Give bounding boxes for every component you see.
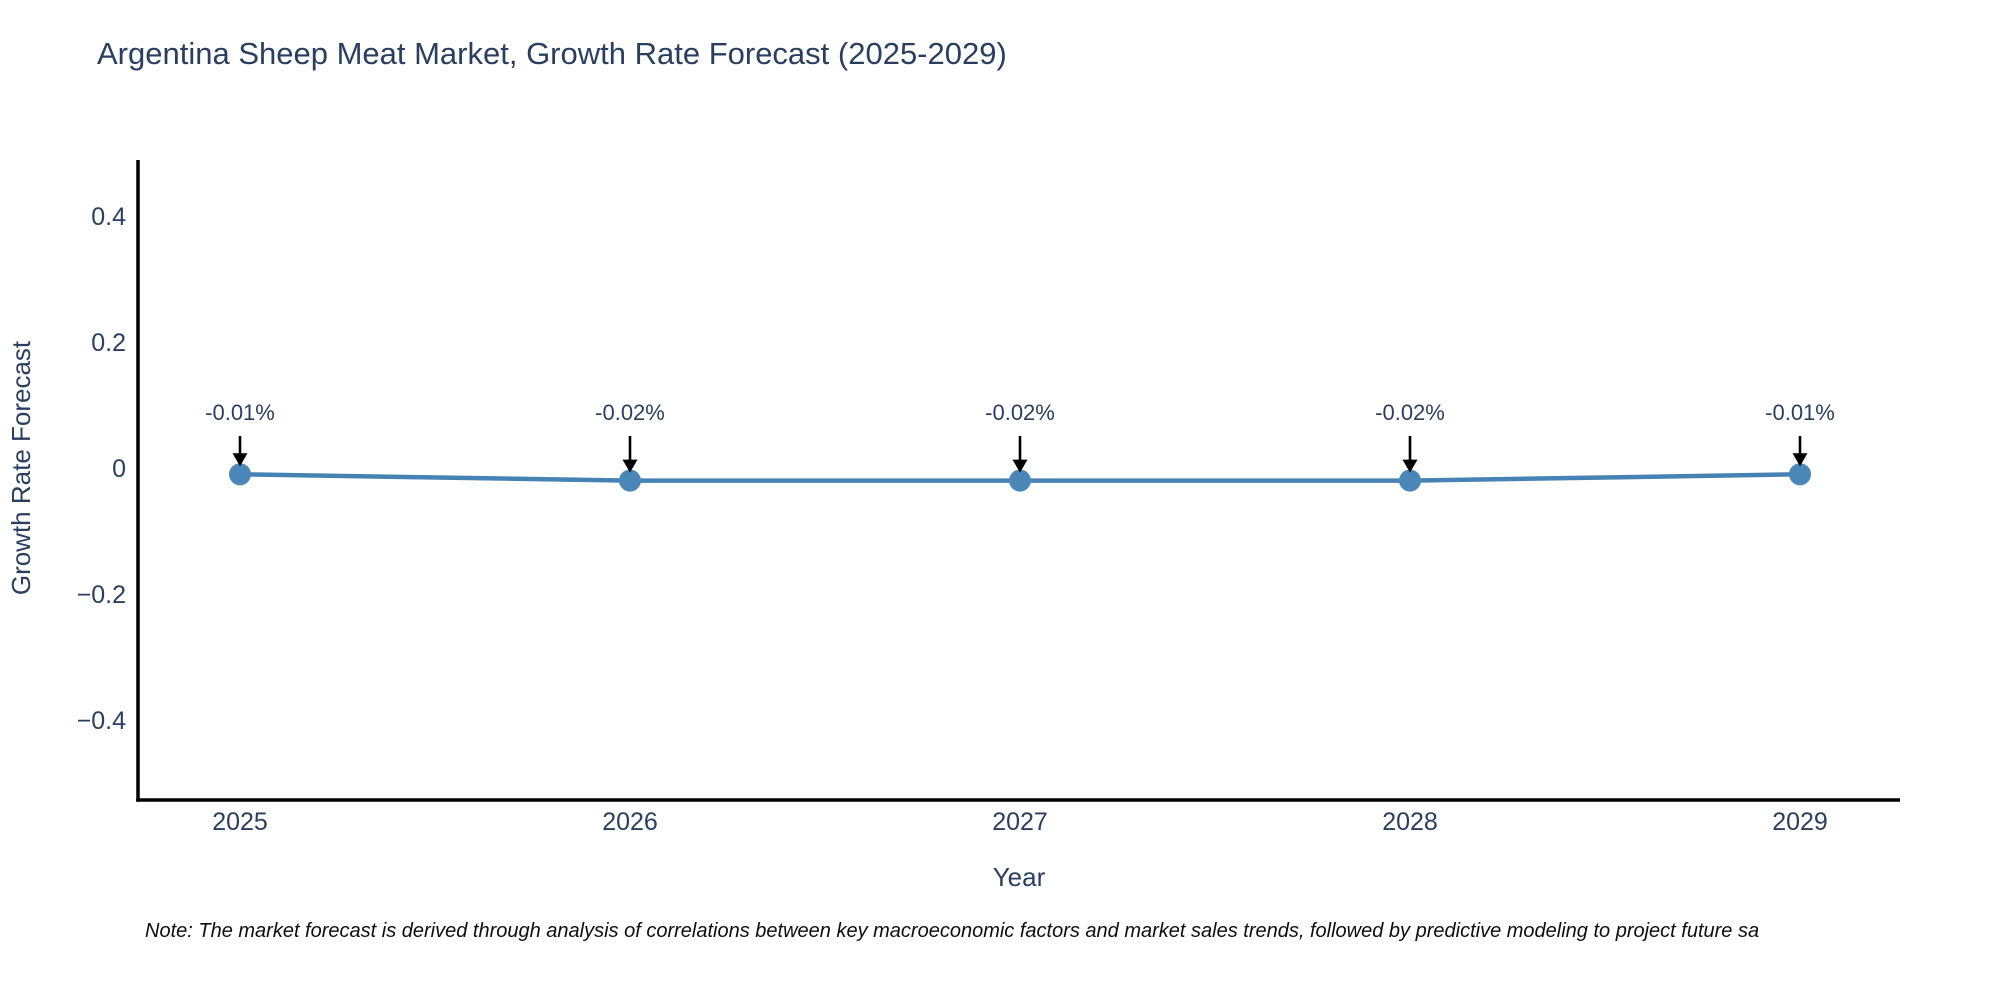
data-point-marker <box>1789 463 1811 486</box>
annotation-arrowhead <box>1012 459 1028 473</box>
y-tick-label: 0.2 <box>91 329 126 357</box>
annotation-label: -0.02% <box>1375 400 1445 425</box>
x-tick-label: 2028 <box>1382 808 1438 836</box>
annotation-arrowhead <box>622 459 638 473</box>
annotation-arrowhead <box>1792 453 1808 467</box>
annotation-arrowhead <box>1402 459 1418 473</box>
x-axis-title: Year <box>993 862 1046 892</box>
x-tick-label: 2027 <box>992 808 1048 836</box>
x-tick-label: 2025 <box>212 808 268 836</box>
annotation-label: -0.02% <box>595 400 665 425</box>
y-axis-title: Growth Rate Forecast <box>6 340 36 595</box>
chart-title: Argentina Sheep Meat Market, Growth Rate… <box>97 36 1007 71</box>
y-tick-label: 0.4 <box>91 203 126 231</box>
y-tick-label: 0 <box>112 455 126 483</box>
annotation-label: -0.01% <box>205 400 275 425</box>
y-tick-label: −0.2 <box>77 581 126 609</box>
data-point-marker <box>229 463 251 486</box>
x-tick-label: 2026 <box>602 808 658 836</box>
annotation-label: -0.01% <box>1765 400 1835 425</box>
data-point-marker <box>1009 469 1031 492</box>
x-tick-label: 2029 <box>1772 808 1828 836</box>
annotation-label: -0.02% <box>985 400 1055 425</box>
data-point-marker <box>619 469 641 492</box>
footnote: Note: The market forecast is derived thr… <box>145 920 1760 942</box>
annotation-arrowhead <box>232 453 248 467</box>
y-tick-label: −0.4 <box>77 707 126 735</box>
data-point-marker <box>1399 469 1421 492</box>
